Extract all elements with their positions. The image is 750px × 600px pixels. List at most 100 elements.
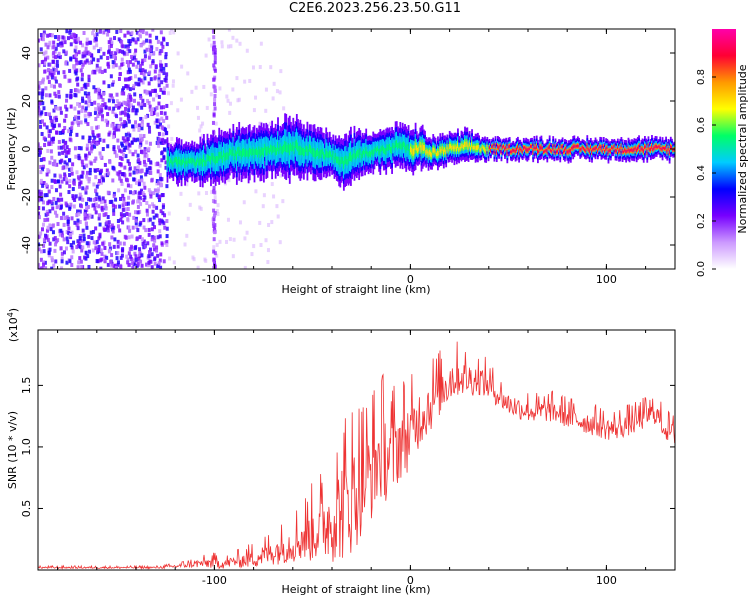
ridge-cell [284,140,286,152]
noise-cell [94,197,98,202]
noise-cell [264,238,268,243]
noise-cell [51,206,55,211]
ridge-cell [267,145,270,153]
noise-cell [85,93,89,98]
ridge-cell [231,150,234,157]
noise-cell [140,263,144,268]
noise-cell [228,237,232,242]
noise-cell [98,258,102,263]
noise-cell [94,37,98,42]
noise-cell [52,50,56,55]
noise-cell [204,53,208,58]
ridge-cell [615,149,618,153]
noise-cell [111,178,115,183]
noise-cell [60,233,64,238]
noise-cell [123,234,127,239]
ridge-cell [631,148,633,152]
spike-cell [212,46,216,51]
noise-cell [54,115,58,120]
noise-cell [103,68,107,73]
noise-cell [282,106,286,111]
ridge-cell [471,142,473,148]
noise-cell [77,50,81,55]
noise-cell [76,226,80,231]
noise-cell [153,261,157,266]
noise-cell [99,248,103,253]
ridge-cell [545,149,548,152]
noise-cell [66,219,70,224]
spike-cell [212,35,216,40]
spike-cell [213,227,217,232]
noise-cell [168,30,172,35]
noise-cell [119,264,123,269]
noise-cell [248,78,252,83]
noise-cell [67,230,71,235]
ridge-cell [645,145,647,149]
noise-cell [53,123,57,128]
noise-cell [99,47,103,52]
noise-cell [47,250,51,255]
ridge-cell [596,149,599,153]
noise-cell [39,119,43,124]
noise-cell [106,112,110,117]
noise-cell [121,220,125,225]
noise-cell [152,97,156,102]
noise-cell [233,129,237,134]
noise-cell [85,146,89,151]
noise-cell [112,126,116,131]
spike-cell [212,208,216,213]
noise-cell [136,101,140,106]
noise-cell [166,91,170,96]
noise-cell [125,211,129,216]
ridge-cell [581,145,584,149]
ridge-cell [317,148,319,156]
noise-cell [53,236,57,241]
ridge-cell [628,149,631,153]
noise-cell [136,261,140,266]
ridge-cell [365,146,368,154]
noise-cell [155,248,159,253]
noise-cell [119,117,123,122]
noise-cell [117,188,121,193]
noise-cell [84,156,88,161]
noise-cell [147,204,151,209]
noise-cell [38,205,41,210]
noise-cell [138,222,142,227]
noise-cell [209,92,213,97]
noise-cell [40,95,44,100]
noise-cell [99,94,103,99]
noise-cell [69,129,73,134]
noise-cell [65,98,69,103]
noise-cell [69,88,73,93]
noise-cell [64,104,68,109]
noise-cell [137,123,141,128]
ridge-cell [321,148,324,155]
noise-cell [89,141,93,146]
ridge-cell [299,145,302,156]
ridge-cell [600,146,603,151]
noise-cell [123,165,127,170]
ridge-cell [378,148,381,156]
noise-cell [140,178,144,183]
ridge-cell [644,145,646,149]
noise-cell [264,87,268,92]
noise-cell [122,213,126,218]
ridge-cell [199,157,202,166]
noise-cell [85,174,89,179]
spectrogram-y-tick-label: 40 [20,46,33,60]
noise-cell [54,35,58,40]
noise-cell [81,245,85,250]
ridge-cell [228,148,231,156]
noise-cell [191,255,195,260]
noise-cell [73,88,77,93]
noise-cell [157,261,161,266]
noise-cell [125,139,129,144]
noise-cell [124,201,128,206]
ridge-cell [217,156,219,164]
noise-cell [60,41,64,46]
noise-cell [120,57,124,62]
ridge-cell [404,142,406,150]
noise-cell [50,68,54,73]
noise-cell [109,74,113,79]
noise-cell [94,107,98,112]
